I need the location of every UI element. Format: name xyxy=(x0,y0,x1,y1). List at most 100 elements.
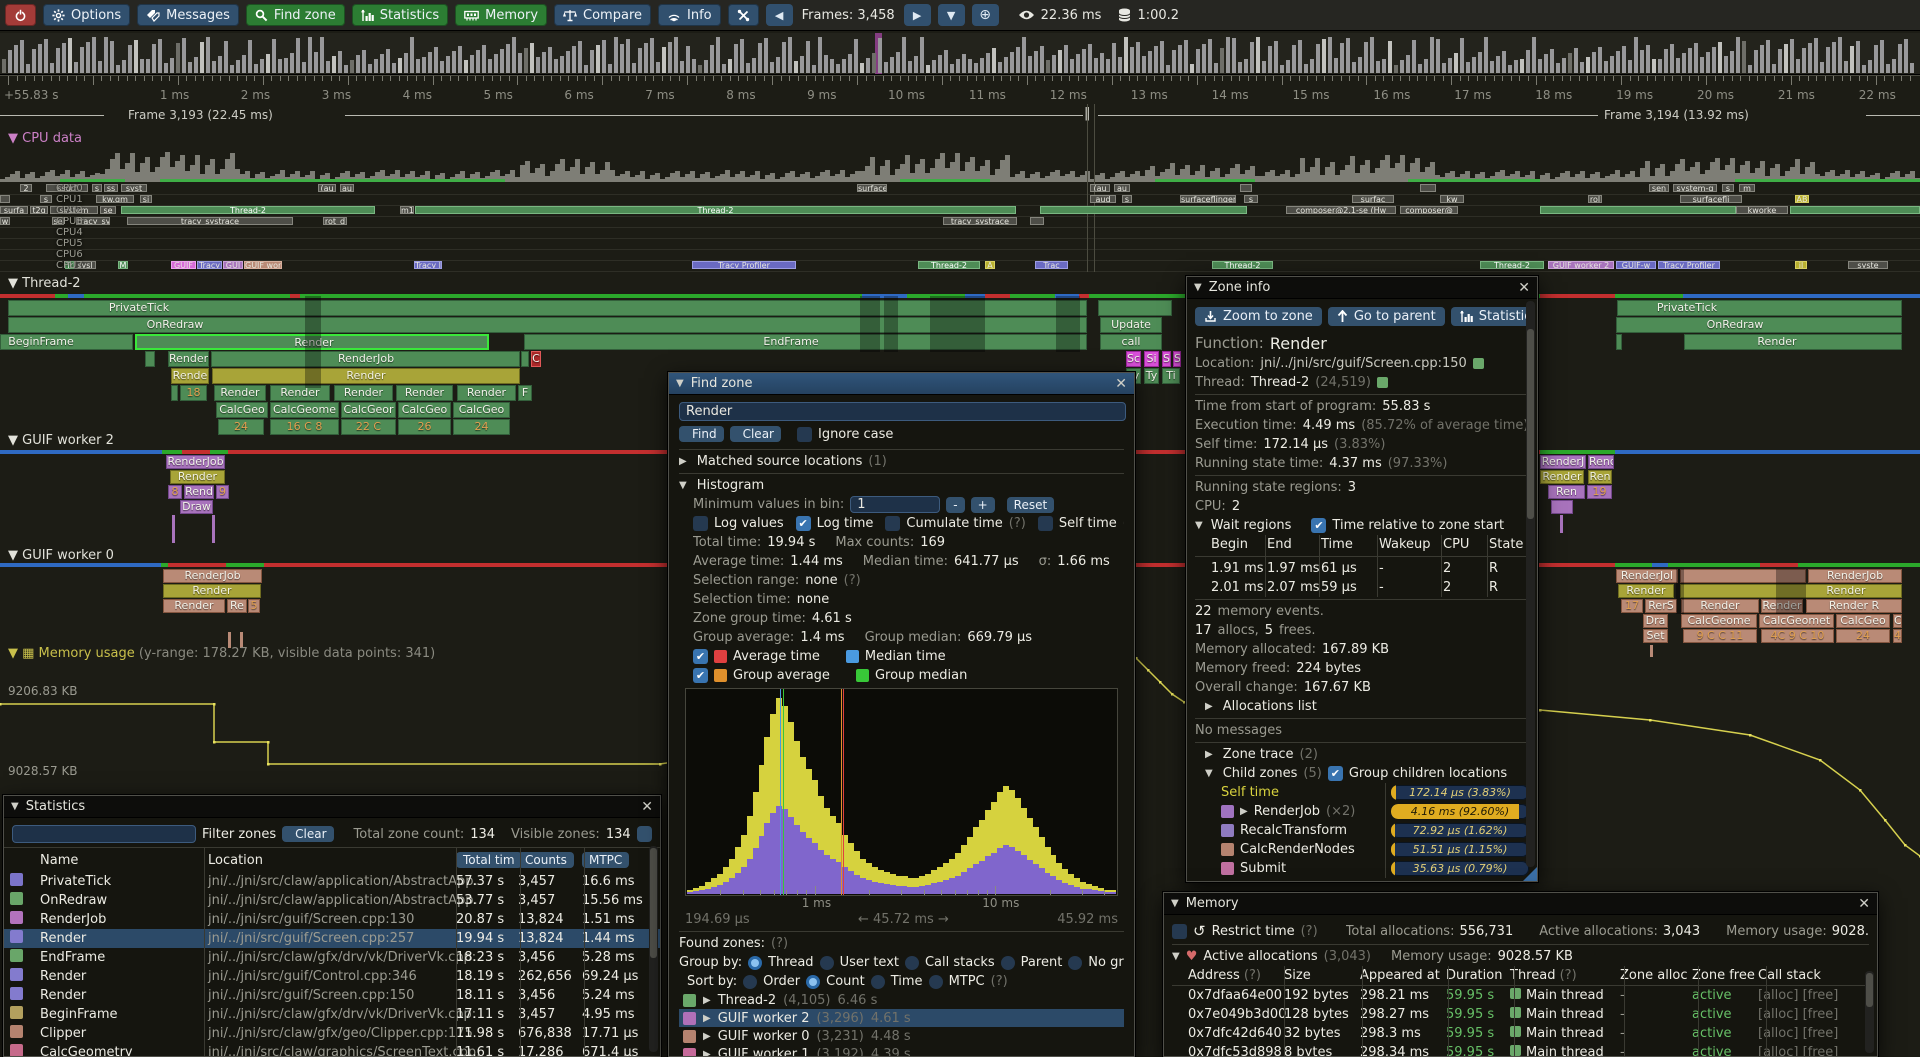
frame-bar[interactable] xyxy=(1046,60,1050,73)
frame-bar[interactable] xyxy=(554,59,558,73)
zone[interactable]: 4C 9 C 10 xyxy=(1761,629,1834,643)
allocation-row[interactable]: 0x7dfc53d898 8 bytes 298.34 ms 59.95 s Main … xyxy=(1172,1043,1869,1056)
frame-bar[interactable] xyxy=(1826,47,1830,73)
find-button[interactable]: Find xyxy=(679,426,724,442)
collapse-icon[interactable]: ▼ xyxy=(1171,898,1179,909)
frame-bar[interactable] xyxy=(848,54,852,73)
zone[interactable]: call xyxy=(1100,334,1162,350)
collapse-icon[interactable]: ▼ xyxy=(679,480,687,491)
zone[interactable]: Ty xyxy=(1144,368,1159,384)
frame-bar[interactable] xyxy=(1070,59,1074,73)
frame-bar[interactable] xyxy=(1802,48,1806,73)
collapse-icon[interactable]: ▼ xyxy=(11,801,19,812)
zone[interactable]: 24 xyxy=(218,419,264,435)
frame-bar[interactable] xyxy=(674,37,678,73)
frame-bar[interactable] xyxy=(146,59,150,73)
frame-bar[interactable] xyxy=(602,40,606,73)
cpu-zone[interactable]: s xyxy=(1244,195,1258,203)
frame-bar[interactable] xyxy=(1130,47,1134,73)
zone[interactable]: RenderJob xyxy=(163,569,262,583)
zone[interactable]: RerS xyxy=(1645,599,1677,613)
cpu-zone[interactable]: s xyxy=(92,184,102,192)
frame-bar[interactable] xyxy=(380,54,384,73)
decrement-button[interactable]: - xyxy=(946,496,965,513)
frame-bar[interactable] xyxy=(830,59,834,73)
frame-bar[interactable] xyxy=(1466,62,1470,73)
frame-bar[interactable] xyxy=(1844,61,1848,73)
sort-by-radio[interactable] xyxy=(870,974,885,989)
sort-by-radio[interactable] xyxy=(806,974,821,989)
column-zone-free[interactable]: Zone free xyxy=(1692,968,1755,983)
frame-bar[interactable] xyxy=(1454,53,1458,73)
frame-bar[interactable] xyxy=(224,41,228,73)
zone[interactable] xyxy=(1551,500,1573,514)
statistics-button[interactable]: Statistics xyxy=(1450,306,1529,326)
frame-bar[interactable] xyxy=(1418,64,1422,73)
frame-bar[interactable] xyxy=(596,45,600,73)
frame-bar[interactable] xyxy=(944,50,948,73)
cpu-zone[interactable]: m xyxy=(1739,184,1755,192)
frame-bar[interactable] xyxy=(1502,51,1506,73)
frame-bar[interactable] xyxy=(518,53,522,73)
frame-bar[interactable] xyxy=(116,65,120,73)
frame-bar[interactable] xyxy=(1388,41,1392,73)
frame-bar[interactable] xyxy=(458,46,462,73)
frame-bar[interactable] xyxy=(1472,57,1476,73)
frame-bar[interactable] xyxy=(1202,44,1206,73)
frame-bar[interactable] xyxy=(1496,56,1500,73)
expand-icon[interactable]: ▶ xyxy=(679,456,687,467)
table-row[interactable]: OnRedraw jni/../jni/src/claw/application/… xyxy=(4,891,660,910)
allocation-row[interactable]: 0x7dfaa64e00 192 bytes 298.21 ms 59.95 s Mai… xyxy=(1172,986,1869,1005)
zone[interactable]: PrivateTick xyxy=(8,300,1087,316)
zone[interactable]: Re xyxy=(227,599,247,613)
frame-bar[interactable] xyxy=(170,58,174,73)
frame-bar[interactable] xyxy=(1268,46,1272,73)
expand-icon[interactable]: ▶ xyxy=(703,1048,711,1057)
sort-by-radio[interactable] xyxy=(928,974,943,989)
frame-bar[interactable] xyxy=(626,39,630,73)
frame-bar[interactable] xyxy=(398,58,402,73)
cpu-zone[interactable]: Thread-2 xyxy=(121,206,375,214)
frame-bar[interactable] xyxy=(350,60,354,73)
frame-bar[interactable] xyxy=(1424,59,1428,73)
frame-bar[interactable] xyxy=(842,59,846,73)
zone[interactable]: RenderJ xyxy=(1540,455,1586,469)
zone[interactable] xyxy=(1098,300,1172,316)
frame-bar[interactable] xyxy=(236,60,240,73)
frame-bar[interactable] xyxy=(122,60,126,73)
frame-bar[interactable] xyxy=(428,52,432,73)
frame-bar[interactable] xyxy=(1478,52,1482,73)
frame-bar[interactable] xyxy=(698,65,702,73)
zone[interactable]: Render xyxy=(212,368,520,384)
cpu-zone[interactable]: surfacefli xyxy=(1680,195,1742,203)
frame-bar[interactable] xyxy=(1754,50,1758,73)
call-stack-alloc[interactable]: [alloc] xyxy=(1758,1007,1799,1022)
cpu-zone[interactable]: il xyxy=(1795,261,1807,269)
table-row[interactable]: CalcGeometry jni/../jni/src/claw/graphics… xyxy=(4,1043,660,1056)
call-stack-free[interactable]: [free] xyxy=(1798,1026,1839,1041)
frame-bar[interactable] xyxy=(44,39,48,73)
group-by-radio[interactable] xyxy=(819,955,834,970)
cumulate-time-checkbox[interactable] xyxy=(885,516,901,531)
frame-bar[interactable] xyxy=(920,37,924,73)
time-relative-checkbox[interactable]: ✔ xyxy=(1311,518,1327,533)
group-by-radio[interactable] xyxy=(748,955,763,970)
collapse-icon[interactable]: ▼ xyxy=(1172,951,1180,962)
frame-bar[interactable] xyxy=(1034,51,1038,73)
frame-bar[interactable] xyxy=(1016,47,1020,73)
frame-bar[interactable] xyxy=(488,59,492,73)
frame-bar[interactable] xyxy=(422,57,426,73)
frame-bar[interactable] xyxy=(1880,40,1884,73)
zone[interactable]: Rend xyxy=(1588,455,1614,469)
frame-bar[interactable] xyxy=(374,59,378,73)
frame-bar[interactable] xyxy=(1646,45,1650,73)
allocation-row[interactable]: 0x7e049b3d00 128 bytes 298.27 ms 59.95 s Mai… xyxy=(1172,1005,1869,1024)
frame-bar[interactable] xyxy=(710,45,714,73)
frame-bar[interactable] xyxy=(1088,44,1092,73)
frame-bar[interactable] xyxy=(1328,37,1332,73)
frame-bar[interactable] xyxy=(1520,59,1524,73)
frame-bar[interactable] xyxy=(536,57,540,73)
self-time-checkbox[interactable] xyxy=(1037,516,1053,531)
frame-bar[interactable] xyxy=(188,62,192,73)
frame-bar[interactable] xyxy=(794,61,798,73)
